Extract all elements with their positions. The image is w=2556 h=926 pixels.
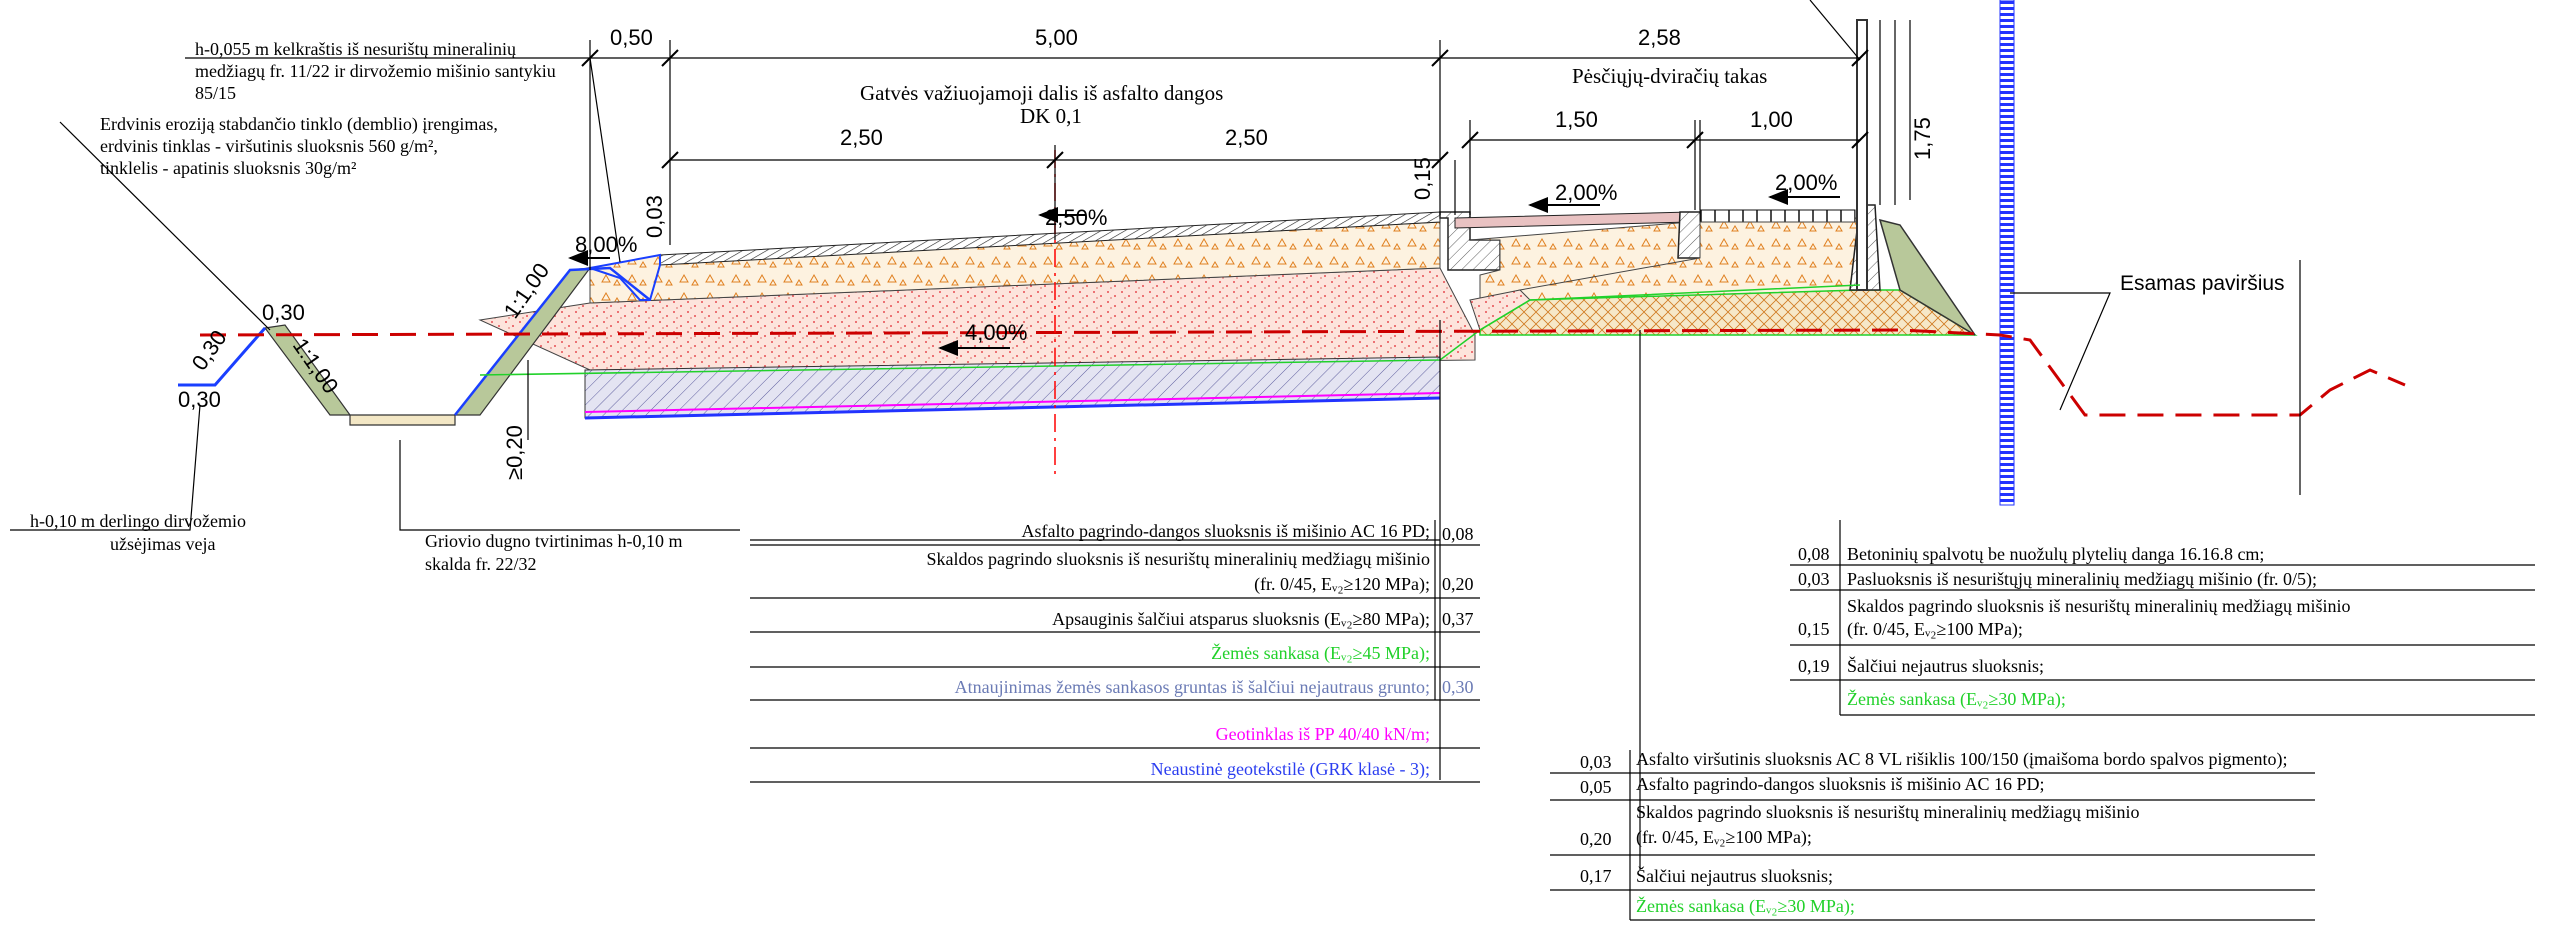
slope-200-left: 2,00%: [1555, 180, 1617, 205]
bike-layer-5-text: Žemės sankasa (Eᵥ₂≥30 MPa);: [1636, 895, 1855, 917]
road-layer-2-text-2: (fr. 0/45, Eᵥ₂≥120 MPa);: [1254, 574, 1430, 595]
leader-lines: [10, 0, 2111, 870]
path-layer-5-text: Žemės sankasa (Eᵥ₂≥30 MPa);: [1847, 688, 2066, 710]
slope-250: 2,50%: [1045, 205, 1107, 230]
bike-layer-4-val: 0,17: [1580, 866, 1612, 886]
road-layer-5-text: Atnaujinimas žemės sankasos gruntas iš š…: [955, 677, 1430, 697]
edge-note-2: medžiagų fr. 11/22 ir dirvožemio mišinio…: [195, 61, 556, 81]
pedestrian-title: Pėsčiųjų-dviračių takas: [1572, 64, 1767, 88]
road-layer-1-val: 0,08: [1442, 524, 1474, 544]
ditch-note-1: Griovio dugno tvirtinimas h-0,10 m: [425, 531, 682, 551]
pedestrian-layer-table: [1790, 520, 2535, 716]
road-layer-6-text: Geotinklas iš PP 40/40 kN/m;: [1216, 724, 1430, 744]
edge-note-1: h-0,055 m kelkraštis iš nesurištų minera…: [195, 39, 517, 59]
road-layer-5-val: 0,30: [1442, 677, 1474, 697]
dim-175: 1,75: [1910, 117, 1935, 160]
road-layer-4-text: Žemės sankasa (Eᵥ₂≥45 MPa);: [1211, 642, 1430, 664]
dim-100: 1,00: [1750, 107, 1793, 132]
road-layer-3-val: 0,37: [1442, 609, 1474, 629]
dim-250-right: 2,50: [1225, 125, 1268, 150]
slope-200-right: 2,00%: [1775, 170, 1837, 195]
bike-layer-2-text: Asfalto pagrindo-dangos sluoksnis iš miš…: [1636, 774, 2045, 794]
dim-050: 0,50: [610, 25, 653, 50]
dim-030-slope: 0,30: [187, 325, 232, 374]
erosion-note-3: tinklelis - apatinis sluoksnis 30g/m²: [100, 158, 356, 178]
bike-layer-1-val: 0,03: [1580, 752, 1612, 772]
ditch-note-2: skalda fr. 22/32: [425, 554, 536, 574]
path-layer-3-val: 0,15: [1798, 619, 1830, 639]
erosion-note-1: Erdvinis eroziją stabdančio tinklo (demb…: [100, 114, 498, 135]
ditch-bottom: [349, 414, 456, 426]
soil-note-2: užsėjimas veja: [110, 534, 215, 554]
bike-layer-table: [1550, 750, 2315, 921]
slope-arrows: [568, 189, 1840, 356]
path-layer-1-val: 0,08: [1798, 544, 1830, 564]
existing-surface-label: Esamas paviršius: [2120, 272, 2285, 295]
dim-150: 1,50: [1555, 107, 1598, 132]
path-layer-2-text: Pasluoksnis iš nesurištųjų mineralinių m…: [1847, 569, 2317, 590]
dim-030-bottom: 0,30: [178, 387, 221, 412]
bike-layer-3-text-2: (fr. 0/45, Eᵥ₂≥100 MPa);: [1636, 827, 1812, 848]
subgrade-line: [479, 284, 1861, 376]
geotextile-line: [584, 396, 1441, 420]
bike-layer-3-val: 0,20: [1580, 829, 1612, 849]
road-layer-3-text: Apsauginis šalčiui atsparus sluoksnis (E…: [1052, 609, 1430, 630]
erosion-net-line: [178, 327, 267, 387]
soil-note-1: h-0,10 m derlingo dirvožemio: [30, 511, 246, 531]
path-layer-4-text: Šalčiui nejautrus sluoksnis;: [1847, 655, 2044, 676]
dim-258: 2,58: [1638, 25, 1681, 50]
edge-note-3: 85/15: [195, 83, 236, 103]
lighting-pole: [1856, 19, 1868, 291]
dim-030-top: 0,30: [262, 300, 305, 325]
existing-surface-line: [199, 328, 2406, 417]
bike-layer-3-text-1: Skaldos pagrindo sluoksnis iš nesurištų …: [1636, 802, 2139, 822]
geogrid-line: [584, 392, 1441, 413]
dim-250-left: 2,50: [840, 125, 883, 150]
road-layer-table: [750, 520, 1480, 783]
drainage-element: [1999, 0, 2015, 506]
bike-layer-2-val: 0,05: [1580, 777, 1612, 797]
dim-500: 5,00: [1035, 25, 1078, 50]
path-layer-3-text-1: Skaldos pagrindo sluoksnis iš nesurištų …: [1847, 596, 2350, 616]
right-slope: [1878, 218, 1976, 336]
road-layer-1-text: Asfalto pagrindo-dangos sluoksnis iš miš…: [1021, 521, 1430, 541]
carriageway-title-1: Gatvės važiuojamoji dalis iš asfalto dan…: [860, 81, 1223, 105]
road-layer-7-text: Neaustinė geotekstilė (GRK klasė - 3);: [1151, 759, 1430, 780]
bike-layer-1-text: Asfalto viršutinis sluoksnis AC 8 VL riš…: [1636, 749, 2288, 770]
dimension-ticks: [581, 49, 1869, 169]
path-layer-3-text-2: (fr. 0/45, Eᵥ₂≥100 MPa);: [1847, 619, 2023, 640]
slope-400: 4,00%: [965, 320, 1027, 345]
road-layer-2-text-1: Skaldos pagrindo sluoksnis iš nesurištų …: [927, 549, 1430, 569]
slope-800: 8,00%: [575, 232, 637, 257]
dim-020: ≥0,20: [502, 425, 527, 480]
tile-paving: [1699, 209, 1856, 223]
path-layer-1-text: Betoninių spalvotų be nuožulų plytelių d…: [1847, 544, 2264, 564]
bike-layer-4-text: Šalčiui nejautrus sluoksnis;: [1636, 865, 1833, 886]
path-layer-4-val: 0,19: [1798, 656, 1830, 676]
dim-003: 0,03: [642, 195, 667, 238]
carriageway-title-2: DK 0,1: [1020, 104, 1082, 128]
road-layer-2-val: 0,20: [1442, 574, 1474, 594]
dim-015: 0,15: [1410, 157, 1435, 200]
erosion-note-2: erdvinis tinklas - viršutinis sluoksnis …: [100, 136, 438, 156]
path-layer-2-val: 0,03: [1798, 569, 1830, 589]
